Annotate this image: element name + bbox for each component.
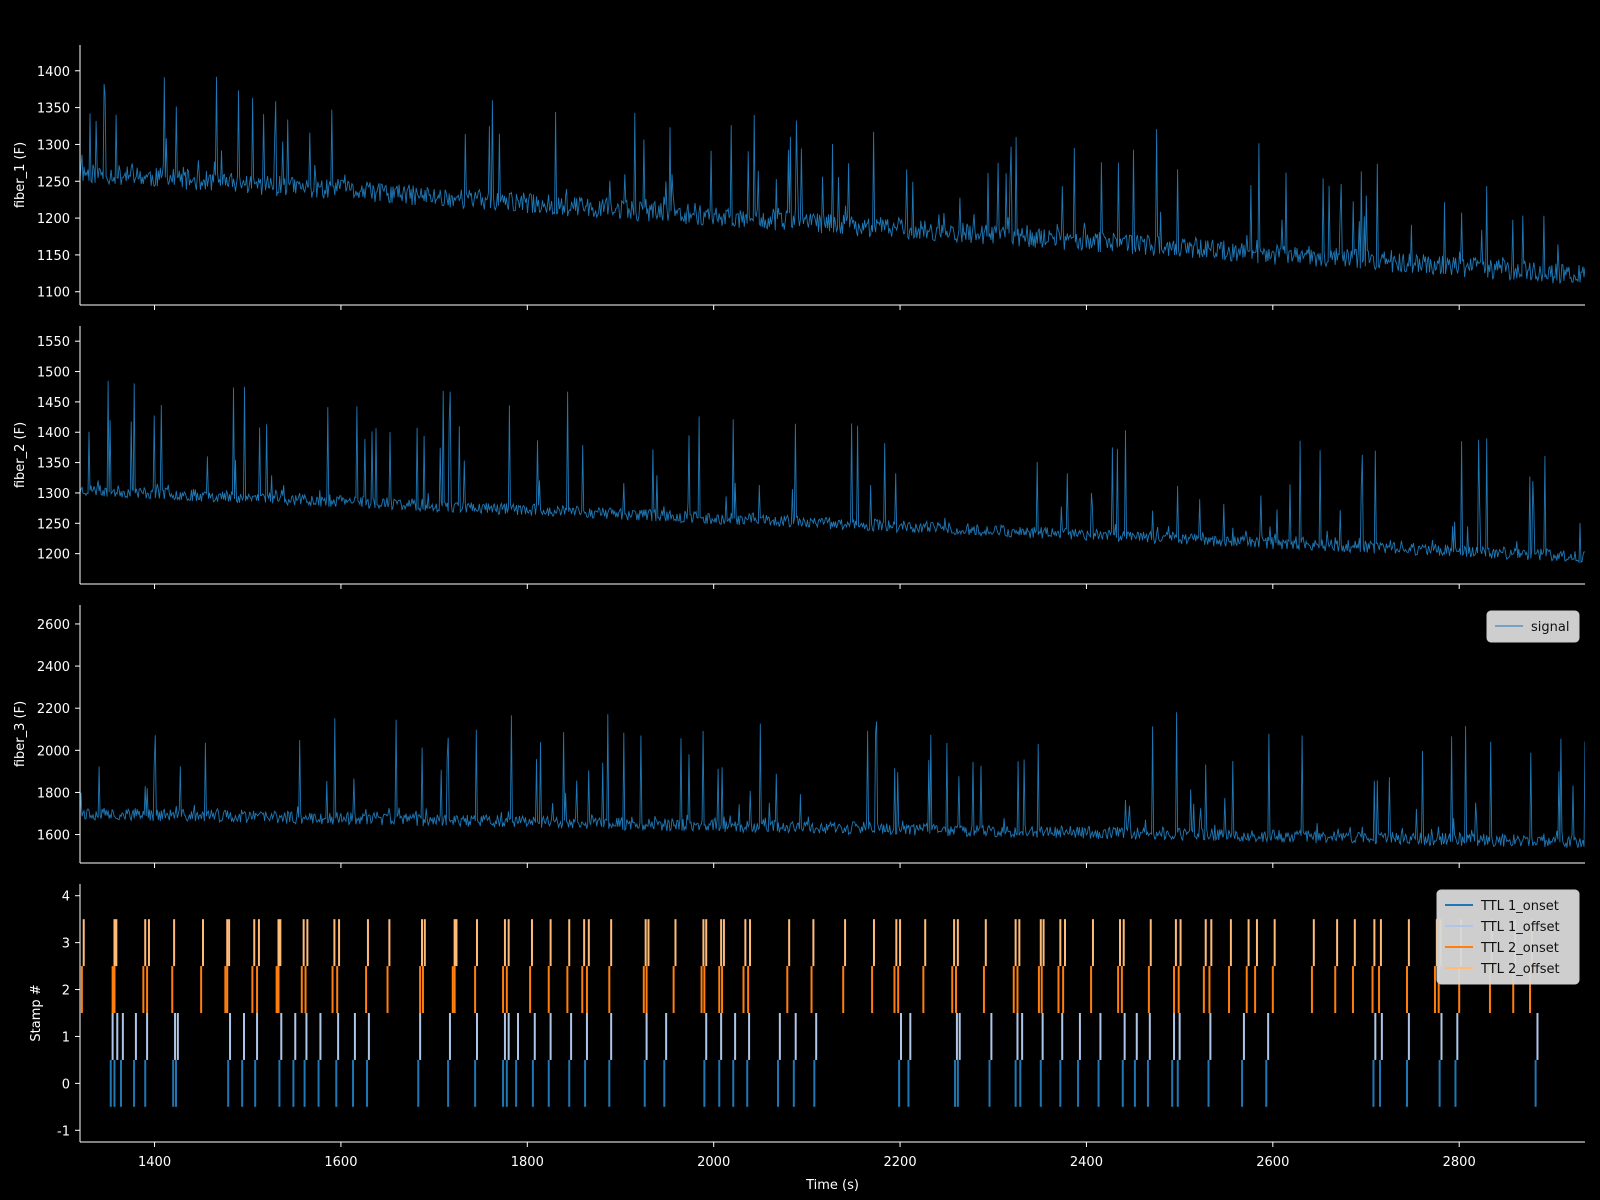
y-tick-label: 1450 [37,396,70,411]
signal-trace [80,380,1585,564]
legend-label: TTL 2_onset [1480,941,1559,956]
series-TTL-2_onset [80,966,1532,1013]
y-tick-label: 1200 [37,548,70,563]
y-axis-label: Stamp # [29,984,44,1041]
x-tick-label: 2800 [1443,1155,1476,1170]
y-tick-label: 2 [62,984,70,999]
legend: signal [1486,610,1580,643]
y-tick-label: 3 [62,937,70,952]
x-tick-label: 2200 [884,1155,917,1170]
y-tick-label: 1100 [37,286,70,301]
y-tick-label: 1300 [37,138,70,153]
y-tick-label: 1200 [37,212,70,227]
y-tick-label: 1800 [37,786,70,801]
y-tick-label: 1550 [37,335,70,350]
plot-area [80,919,1539,1107]
y-tick-label: 0 [62,1077,70,1092]
x-tick-label: 1800 [511,1155,544,1170]
y-axis-label: fiber_3 (F) [13,701,28,767]
y-tick-label: 1400 [37,65,70,80]
signal-trace [80,712,1585,848]
x-tick-label: 2600 [1256,1155,1289,1170]
y-tick-label: 2600 [37,618,70,633]
y-tick-label: 2400 [37,660,70,675]
y-tick-label: 1150 [37,249,70,264]
panel-3: 1600 1800 2000 2200 2400 2600 fiber_3 (F) signa… [13,605,1585,868]
legend-label: TTL 1_onset [1480,899,1559,914]
series-TTL-1_offset [111,1013,1539,1060]
panel-4: -1 0 1 2 3 4 Stamp # 1400 1600 1800 2000 2200 2400 26… [29,884,1585,1193]
y-tick-label: 1300 [37,487,70,502]
signal-trace [80,76,1585,284]
x-axis-label: Time (s) [805,1178,859,1193]
y-tick-label: 1500 [37,366,70,381]
plot-area [80,712,1585,848]
y-tick-label: 1350 [37,457,70,472]
series-TTL-1_onset [109,1059,1537,1107]
legend-label: signal [1531,620,1569,635]
y-tick-label: 1250 [37,175,70,190]
y-axis-label: fiber_1 (F) [13,142,28,208]
plot-area [80,76,1585,284]
y-tick-label: 2000 [37,744,70,759]
y-tick-label: -1 [57,1124,70,1139]
y-tick-label: 1400 [37,426,70,441]
x-tick-label: 2000 [697,1155,730,1170]
x-tick-label: 2400 [1070,1155,1103,1170]
y-tick-label: 1350 [37,102,70,117]
legend-label: TTL 1_offset [1480,920,1560,935]
y-tick-label: 2200 [37,702,70,717]
legend: TTL 1_onset TTL 1_offset TTL 2_onset TTL 2_… [1436,889,1580,985]
legend-box [1486,610,1580,643]
y-axis-label: fiber_2 (F) [13,422,28,488]
legend-box [1436,889,1580,985]
panel-1: 1100 1150 1200 1250 1300 1350 1400 fiber_1 (F) [13,45,1585,310]
y-tick-label: 1250 [37,517,70,532]
y-tick-label: 1600 [37,829,70,844]
panel-2: 1200 1250 1300 1350 1400 1450 1500 1550 fiber_2 … [13,326,1585,589]
x-tick-label: 1600 [324,1155,357,1170]
y-tick-label: 1 [62,1030,70,1045]
y-tick-label: 4 [62,890,70,905]
legend-label: TTL 2_offset [1480,962,1560,977]
x-tick-label: 1400 [138,1155,171,1170]
plot-area [80,380,1585,564]
